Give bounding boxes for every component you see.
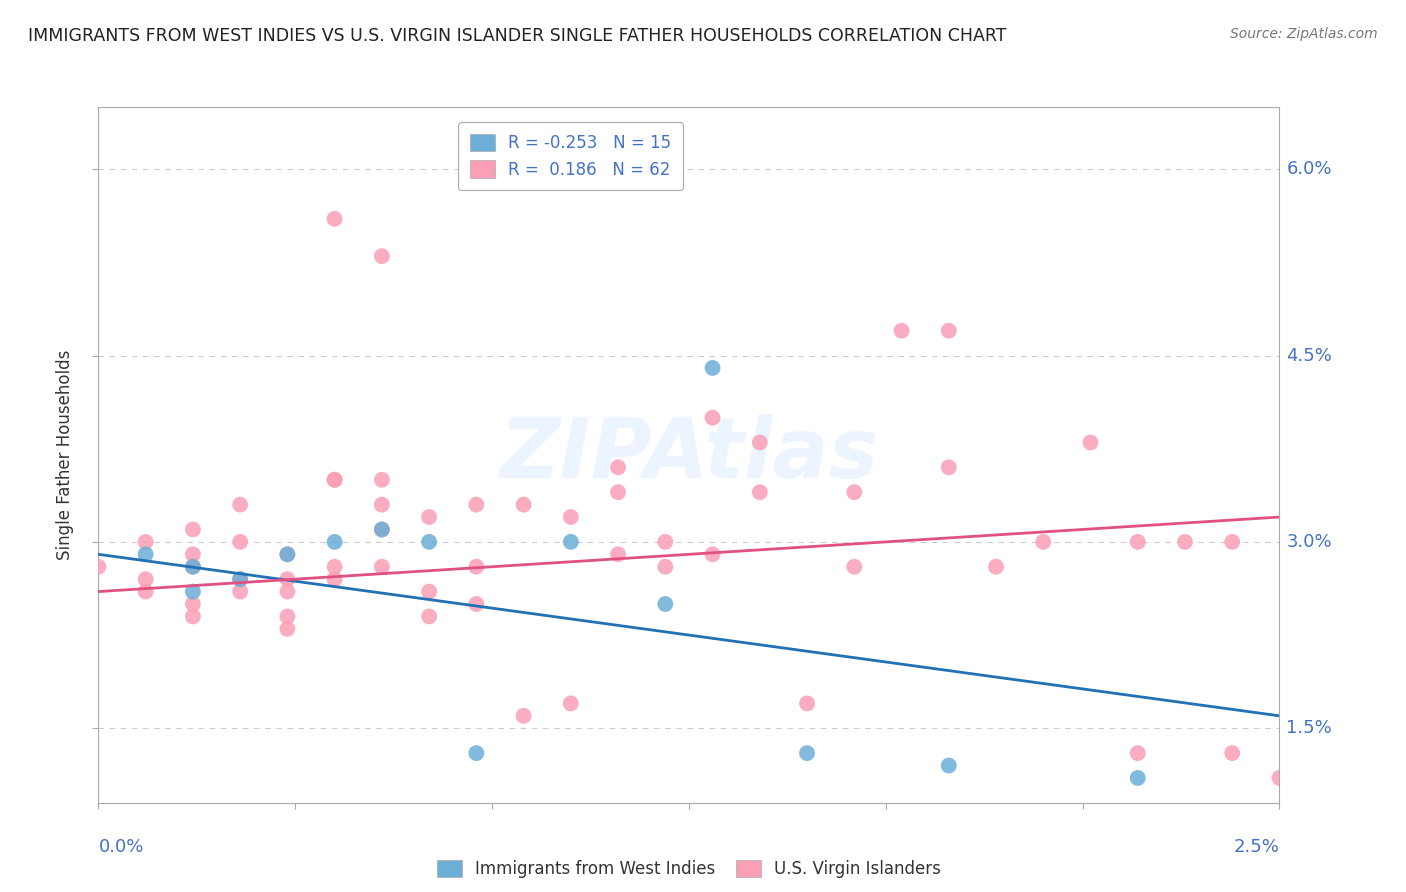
Point [276, 547, 298, 561]
Point [418, 534, 440, 549]
Point [371, 498, 394, 512]
Text: 1.5%: 1.5% [1286, 719, 1333, 738]
Point [181, 597, 204, 611]
Point [418, 510, 440, 524]
Point [229, 498, 252, 512]
Point [465, 498, 488, 512]
Text: ZIPAtlas: ZIPAtlas [499, 415, 879, 495]
Point [276, 547, 298, 561]
Point [371, 559, 394, 574]
Point [323, 473, 346, 487]
Point [465, 597, 488, 611]
Point [323, 473, 346, 487]
Point [418, 584, 440, 599]
Point [1126, 771, 1149, 785]
Point [371, 473, 394, 487]
Point [796, 697, 818, 711]
Point [1220, 534, 1243, 549]
Point [560, 510, 582, 524]
Point [654, 559, 676, 574]
Point [560, 697, 582, 711]
Point [135, 572, 157, 586]
Point [844, 559, 866, 574]
Point [135, 547, 157, 561]
Point [87, 559, 110, 574]
Point [607, 485, 630, 500]
Point [1080, 435, 1102, 450]
Point [512, 498, 534, 512]
Point [276, 622, 298, 636]
Point [465, 746, 488, 760]
Point [323, 211, 346, 226]
Point [229, 572, 252, 586]
Point [938, 460, 960, 475]
Point [1126, 746, 1149, 760]
Point [654, 534, 676, 549]
Point [607, 460, 630, 475]
Text: IMMIGRANTS FROM WEST INDIES VS U.S. VIRGIN ISLANDER SINGLE FATHER HOUSEHOLDS COR: IMMIGRANTS FROM WEST INDIES VS U.S. VIRG… [28, 27, 1007, 45]
Point [181, 559, 204, 574]
Point [560, 534, 582, 549]
Point [1268, 771, 1291, 785]
Point [323, 572, 346, 586]
Legend: Immigrants from West Indies, U.S. Virgin Islanders: Immigrants from West Indies, U.S. Virgin… [430, 854, 948, 885]
Point [371, 249, 394, 263]
Point [1126, 534, 1149, 549]
Point [1174, 534, 1197, 549]
Point [654, 597, 676, 611]
Point [135, 534, 157, 549]
Point [1220, 746, 1243, 760]
Text: 4.5%: 4.5% [1286, 346, 1333, 365]
Point [796, 746, 818, 760]
Point [181, 547, 204, 561]
Point [890, 324, 912, 338]
Point [229, 584, 252, 599]
Text: 2.5%: 2.5% [1233, 838, 1279, 856]
Point [607, 547, 630, 561]
Point [702, 410, 724, 425]
Point [465, 559, 488, 574]
Point [512, 708, 534, 723]
Point [938, 758, 960, 772]
Text: Source: ZipAtlas.com: Source: ZipAtlas.com [1230, 27, 1378, 41]
Text: 0.0%: 0.0% [98, 838, 143, 856]
Y-axis label: Single Father Households: Single Father Households [56, 350, 75, 560]
Point [135, 584, 157, 599]
Point [371, 523, 394, 537]
Point [181, 584, 204, 599]
Text: 6.0%: 6.0% [1286, 161, 1331, 178]
Point [323, 534, 346, 549]
Point [702, 547, 724, 561]
Point [748, 435, 770, 450]
Point [276, 609, 298, 624]
Point [276, 572, 298, 586]
Point [418, 609, 440, 624]
Point [938, 324, 960, 338]
Point [748, 485, 770, 500]
Point [229, 534, 252, 549]
Point [276, 584, 298, 599]
Point [702, 361, 724, 376]
Point [984, 559, 1007, 574]
Point [229, 572, 252, 586]
Point [181, 523, 204, 537]
Point [1032, 534, 1054, 549]
Point [181, 559, 204, 574]
Point [844, 485, 866, 500]
Point [323, 559, 346, 574]
Point [181, 609, 204, 624]
Point [371, 523, 394, 537]
Text: 3.0%: 3.0% [1286, 533, 1331, 551]
